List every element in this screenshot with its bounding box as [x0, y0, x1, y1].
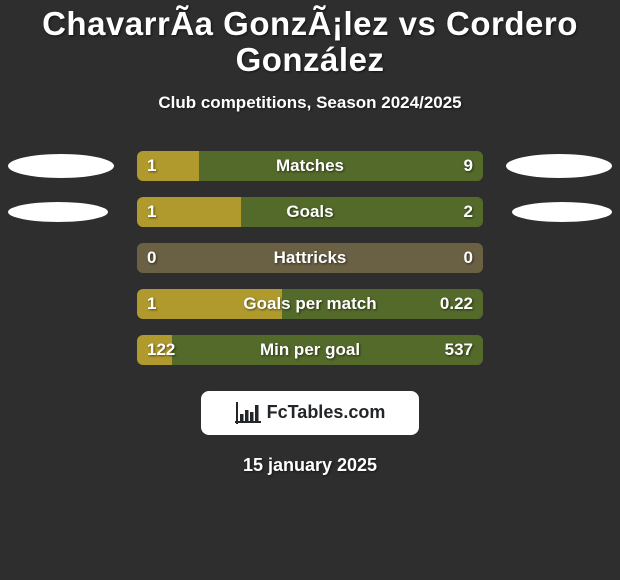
stat-bar: 1 0.22 Goals per match [137, 289, 483, 319]
stat-row: 1 2 Goals [0, 189, 620, 235]
left-value: 1 [147, 202, 156, 222]
right-value: 537 [445, 340, 473, 360]
left-value: 122 [147, 340, 175, 360]
logo-text: FcTables.com [267, 402, 386, 423]
stat-row: 1 9 Matches [0, 143, 620, 189]
stat-row: 0 0 Hattricks [0, 235, 620, 281]
stat-label: Goals per match [243, 294, 376, 314]
side-ellipse [8, 154, 114, 178]
side-ellipse [506, 154, 612, 178]
stats-panel: 1 9 Matches 1 2 Goals 0 0 Hattricks 1 0.22 Goals pe… [0, 143, 620, 373]
stat-bar: 1 2 Goals [137, 197, 483, 227]
stat-bar: 0 0 Hattricks [137, 243, 483, 273]
stat-label: Min per goal [260, 340, 360, 360]
stat-label: Matches [276, 156, 344, 176]
right-value: 2 [464, 202, 473, 222]
right-value: 0.22 [440, 294, 473, 314]
fctables-logo: FcTables.com [201, 391, 419, 435]
side-ellipse [512, 202, 612, 222]
stat-row: 1 0.22 Goals per match [0, 281, 620, 327]
bar-fill-right [241, 197, 483, 227]
right-value: 0 [464, 248, 473, 268]
date-label: 15 january 2025 [0, 455, 620, 476]
left-value: 1 [147, 294, 156, 314]
left-value: 1 [147, 156, 156, 176]
bar-chart-icon [235, 402, 261, 424]
subtitle: Club competitions, Season 2024/2025 [0, 93, 620, 113]
page-title: ChavarrÃ­a GonzÃ¡lez vs Cordero González [0, 6, 620, 79]
stat-bar: 1 9 Matches [137, 151, 483, 181]
stat-bar: 122 537 Min per goal [137, 335, 483, 365]
stat-label: Goals [286, 202, 333, 222]
stat-row: 122 537 Min per goal [0, 327, 620, 373]
side-ellipse [8, 202, 108, 222]
stat-label: Hattricks [274, 248, 347, 268]
left-value: 0 [147, 248, 156, 268]
right-value: 9 [464, 156, 473, 176]
